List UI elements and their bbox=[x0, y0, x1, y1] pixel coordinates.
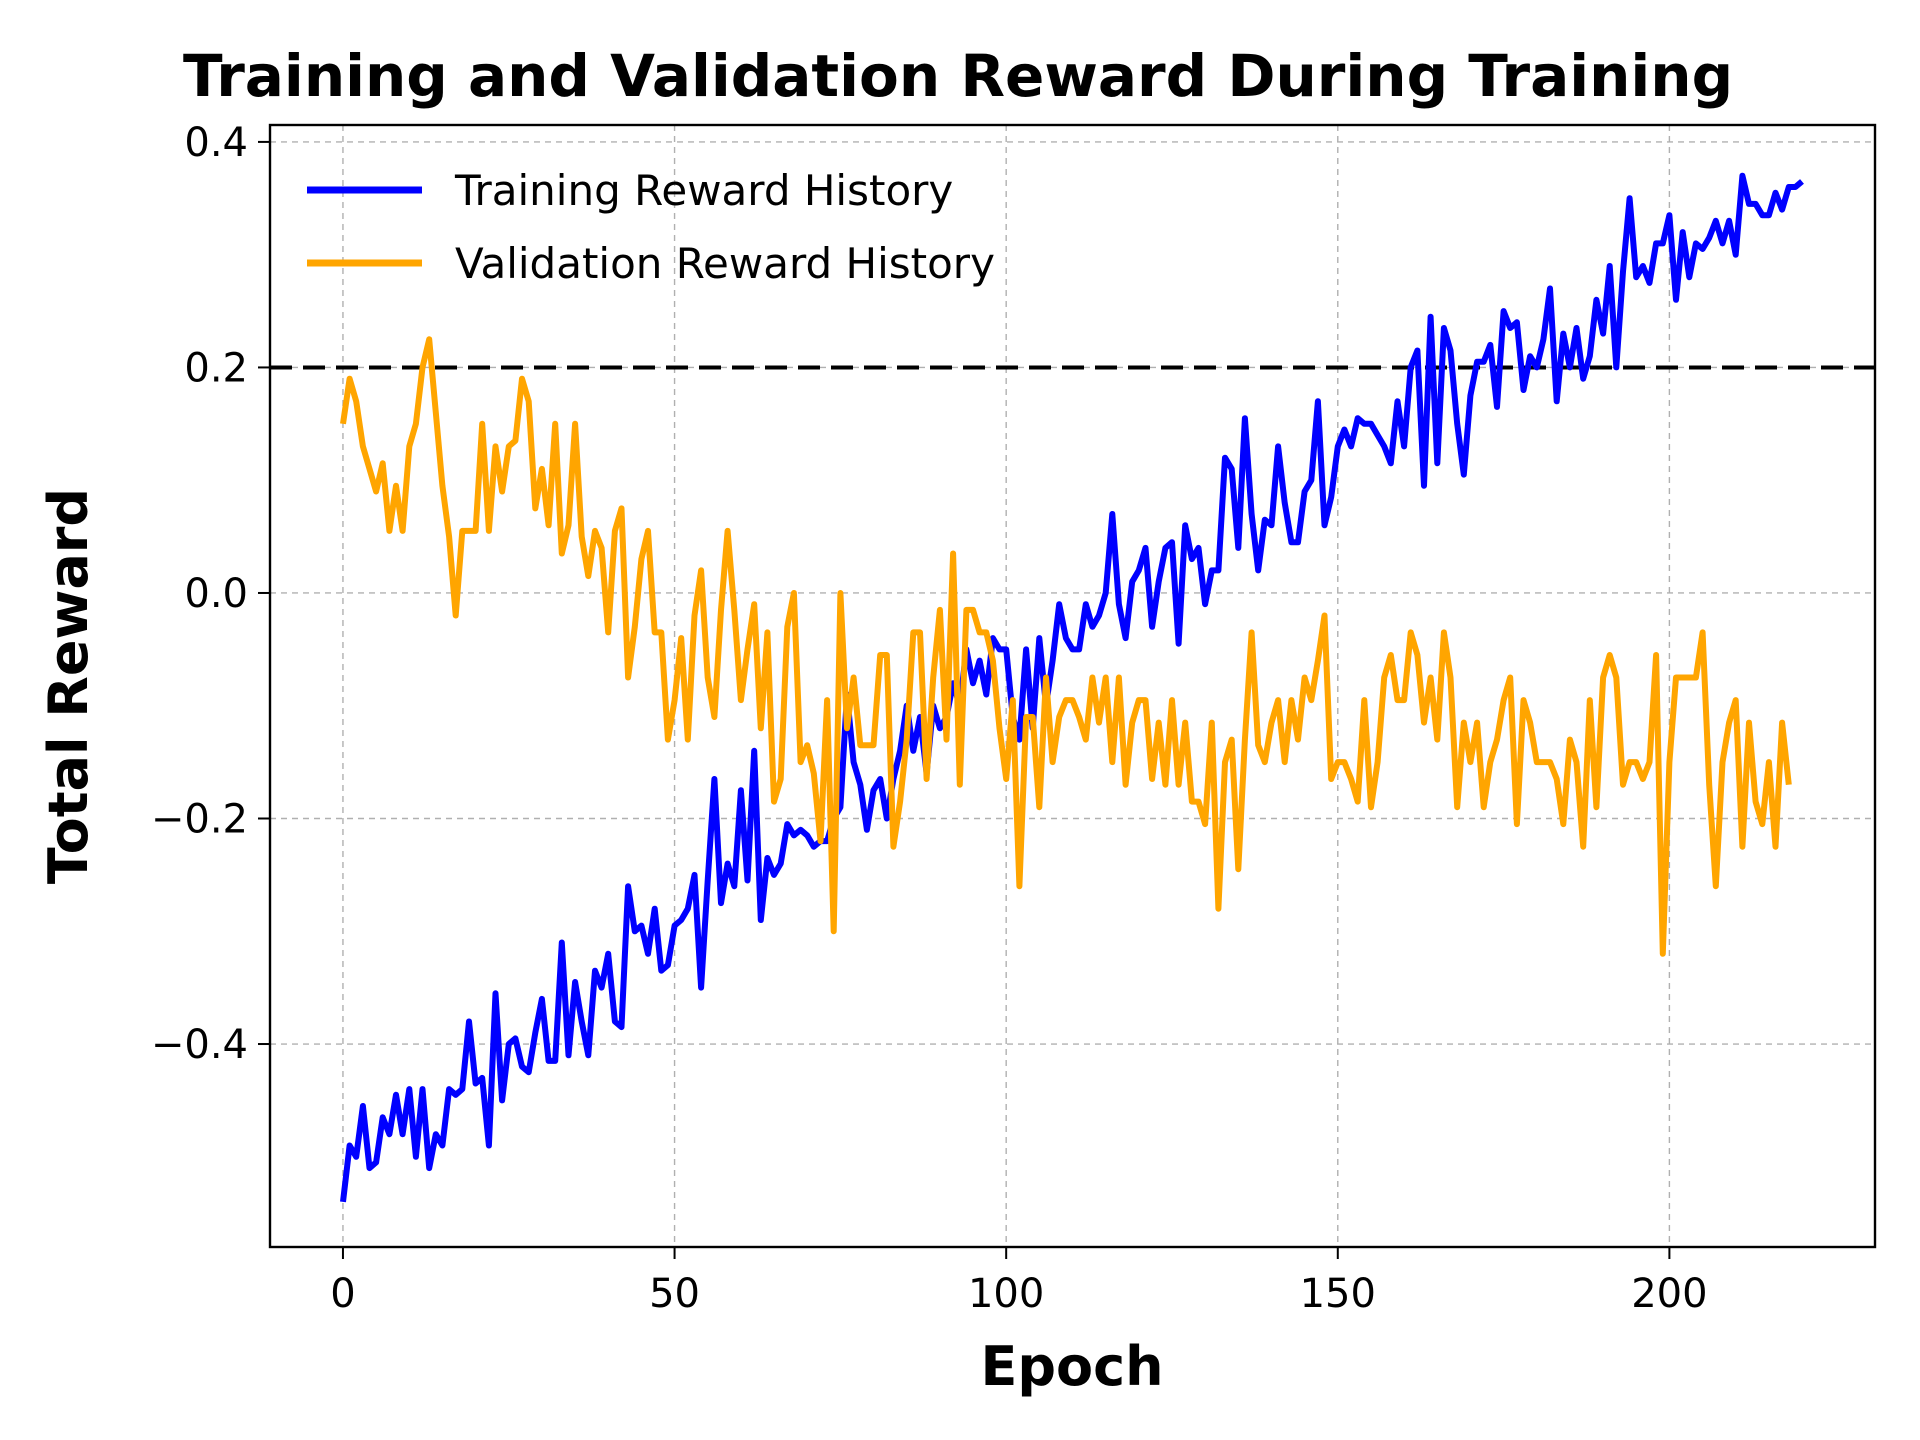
axes-frame bbox=[268, 123, 1877, 1249]
series-line-validation bbox=[340, 336, 1792, 957]
x-tick-label: 50 bbox=[649, 1271, 700, 1317]
legend: Training Reward History Validation Reward… bbox=[307, 166, 995, 288]
y-axis: −0.4 −0.2 0.0 0.2 0.4 bbox=[151, 120, 270, 1068]
x-tick-label: 100 bbox=[968, 1271, 1044, 1317]
plot-area bbox=[270, 172, 1875, 1203]
chart-title: Training and Validation Reward During Tr… bbox=[183, 42, 1733, 110]
y-tick-label: 0.4 bbox=[184, 120, 248, 166]
series-layer bbox=[340, 172, 1804, 1203]
y-tick-label: −0.4 bbox=[151, 1022, 248, 1068]
x-tick-label: 150 bbox=[1300, 1271, 1376, 1317]
x-tick-label: 200 bbox=[1631, 1271, 1707, 1317]
series-line-training bbox=[340, 172, 1804, 1203]
x-axis: 0 50 100 150 200 bbox=[330, 1247, 1708, 1317]
legend-label: Validation Reward History bbox=[455, 239, 995, 288]
y-tick-label: −0.2 bbox=[151, 796, 248, 842]
legend-label: Training Reward History bbox=[454, 166, 953, 215]
y-tick-label: 0.2 bbox=[184, 345, 248, 391]
x-tick-label: 0 bbox=[330, 1271, 355, 1317]
y-tick-label: 0.0 bbox=[184, 571, 248, 617]
y-axis-label: Total Reward bbox=[37, 488, 100, 884]
x-axis-label: Epoch bbox=[980, 1335, 1163, 1398]
